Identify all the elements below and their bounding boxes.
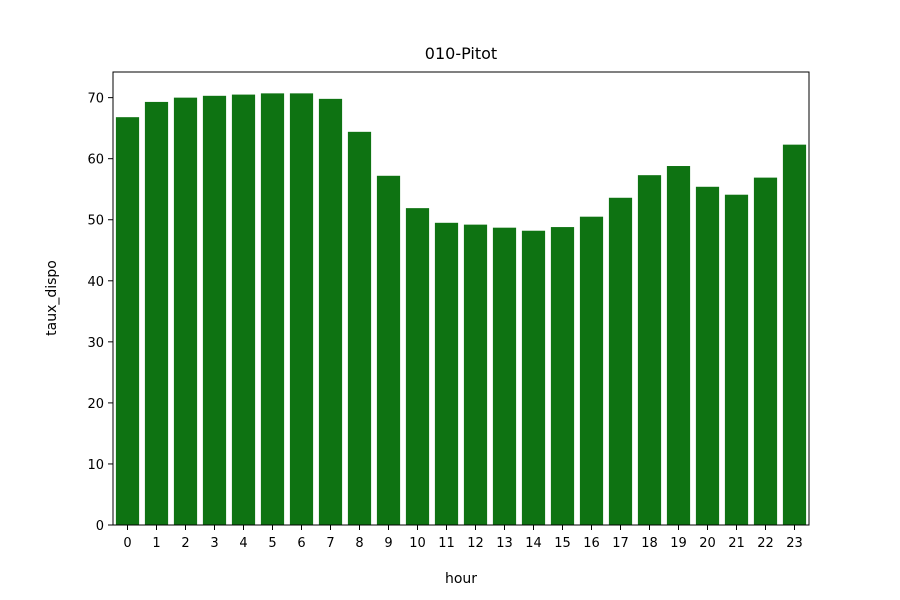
x-tick-label: 8 [355,536,363,551]
x-tick-label: 21 [728,536,745,551]
x-tick-label: 14 [525,536,542,551]
y-tick-label: 10 [87,458,104,473]
y-tick-label: 20 [87,397,104,412]
x-tick-label: 12 [467,536,484,551]
bar-hour-17 [608,197,633,525]
y-axis-label: taux_dispo [44,260,60,336]
bar-hour-20 [695,186,720,525]
bar-hour-16 [579,216,604,525]
x-tick-label: 1 [152,536,160,551]
x-tick-label: 20 [699,536,716,551]
x-tick-label: 6 [297,536,305,551]
bar-hour-19 [666,166,691,525]
x-tick-label: 18 [641,536,658,551]
bar-hour-10 [405,208,430,525]
bar-hour-4 [231,94,256,525]
y-tick-label: 30 [87,336,104,351]
bar-hour-0 [115,117,140,526]
y-axis-ticks: 0 10 20 30 40 50 60 70 [87,92,113,534]
y-tick-label: 0 [96,519,104,534]
x-tick-label: 16 [583,536,600,551]
y-tick-label: 60 [87,153,104,168]
x-tick-label: 4 [239,536,247,551]
x-tick-label: 5 [268,536,276,551]
x-tick-label: 0 [123,536,131,551]
x-tick-label: 2 [181,536,189,551]
x-tick-label: 23 [786,536,803,551]
x-tick-label: 3 [210,536,218,551]
bar-hour-6 [289,93,314,526]
x-tick-label: 9 [384,536,392,551]
x-tick-label: 7 [326,536,334,551]
bar-hour-9 [376,175,401,526]
bar-hour-11 [434,222,459,526]
bar-hour-21 [724,194,749,525]
x-tick-label: 11 [438,536,455,551]
bar-hour-8 [347,131,372,525]
bar-hour-5 [260,93,285,526]
y-tick-label: 70 [87,92,104,107]
bar-hour-12 [463,224,488,525]
bar-hour-3 [202,95,227,525]
x-axis-label: hour [445,571,477,587]
bar-hour-23 [782,144,807,525]
plot-frame [112,71,810,526]
bar-hour-22 [753,177,778,525]
x-tick-label: 13 [496,536,513,551]
bar-hour-7 [318,98,343,526]
bar-hour-1 [144,101,169,526]
bars-group [115,93,807,526]
x-tick-label: 22 [757,536,774,551]
bar-hour-2 [173,97,198,525]
bar-hour-15 [550,227,575,525]
x-tick-label: 15 [554,536,571,551]
bar-hour-13 [492,227,517,525]
x-tick-label: 10 [409,536,426,551]
x-axis-ticks: 0 1 2 3 4 5 6 7 8 9 10 11 12 13 14 15 16 17 18 19 20 21 22 23 [123,525,803,551]
bar-hour-18 [637,175,662,525]
chart-title: 010-Pitot [425,44,497,63]
y-tick-label: 40 [87,275,104,290]
x-tick-label: 17 [612,536,629,551]
bar-hour-14 [521,230,546,526]
y-tick-label: 50 [87,214,104,229]
x-tick-label: 19 [670,536,687,551]
